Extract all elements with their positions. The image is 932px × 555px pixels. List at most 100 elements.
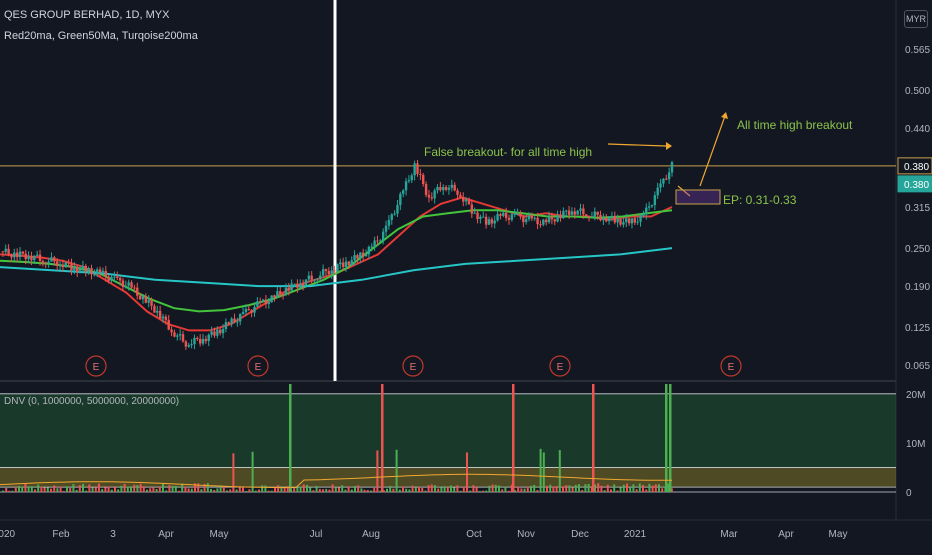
candle-body <box>613 216 617 223</box>
volume-bar <box>280 486 283 492</box>
candle-body <box>144 296 148 303</box>
volume-bar <box>293 487 296 492</box>
candle-body <box>239 313 242 322</box>
volume-bar <box>98 483 100 492</box>
volume-bar <box>232 453 235 492</box>
candle-body <box>158 310 162 319</box>
indicator-legend[interactable]: Red20ma, Green50Ma, Turqoise200ma <box>4 30 198 42</box>
price-tick: 0.565 <box>905 45 930 56</box>
candle-body <box>556 215 559 222</box>
candle-body <box>161 316 165 319</box>
candle-body <box>333 270 336 272</box>
candle-body <box>61 264 65 268</box>
candle-body <box>539 224 542 226</box>
volume-bar <box>328 489 331 492</box>
volume-bar <box>610 489 612 492</box>
dnv-indicator-label[interactable]: DNV (0, 1000000, 5000000, 20000000) <box>4 396 180 407</box>
candle-body <box>476 212 479 219</box>
volume-bar <box>251 451 254 492</box>
candle-body <box>656 187 659 196</box>
volume-bar <box>117 489 120 492</box>
candle-body <box>367 246 371 255</box>
price-tick: 0.065 <box>905 361 930 372</box>
volume-bar <box>398 489 401 492</box>
volume-bar <box>78 485 81 492</box>
candle-body <box>582 208 585 215</box>
volume-spike <box>381 384 384 492</box>
candle-body <box>44 262 47 264</box>
volume-bar <box>309 487 312 492</box>
volume-bar <box>520 488 523 492</box>
volume-tick: 10M <box>906 439 925 450</box>
earnings-marker <box>247 355 269 377</box>
candle-body <box>307 275 311 280</box>
earnings-marker <box>720 355 742 377</box>
volume-bar <box>296 487 299 492</box>
candle-body <box>453 184 456 191</box>
currency-scale-button[interactable]: MYR <box>904 10 928 28</box>
volume-bar <box>238 487 241 492</box>
volume-bar <box>206 483 209 492</box>
candle-body <box>10 254 13 258</box>
volume-bar <box>411 485 414 492</box>
symbol-title[interactable]: QES GROUP BERHAD, 1D, MYX <box>4 9 170 21</box>
candle-body <box>176 335 179 337</box>
earnings-marker <box>85 355 107 377</box>
volume-bar <box>478 490 481 492</box>
candle-body <box>502 212 505 216</box>
ath-arrow <box>699 115 726 187</box>
volume-bar <box>277 485 280 492</box>
candle-body <box>456 190 459 195</box>
volume-bar <box>46 487 49 492</box>
dnv-green-band <box>0 393 896 468</box>
volume-bar <box>11 490 14 492</box>
candle-body <box>287 287 291 291</box>
candle-body <box>204 338 208 342</box>
candle-body <box>436 186 439 191</box>
volume-bar <box>453 487 456 492</box>
candle-body <box>233 318 236 322</box>
candle-body <box>370 246 373 248</box>
candle-body <box>127 282 130 286</box>
candle-body <box>567 210 571 215</box>
candle-body <box>98 269 102 273</box>
volume-bar <box>155 489 158 492</box>
candle-body <box>279 291 282 294</box>
volume-bar <box>571 487 574 492</box>
candle-body <box>213 331 216 336</box>
volume-bar <box>306 484 308 492</box>
volume-bar <box>370 490 372 492</box>
volume-bar <box>203 483 206 492</box>
volume-bar <box>219 485 222 492</box>
candle-body <box>184 341 188 347</box>
candle-body <box>356 255 359 259</box>
volume-bar <box>389 485 392 492</box>
volume-bar <box>30 486 33 492</box>
volume-bar <box>50 488 52 492</box>
candle-body <box>330 270 333 275</box>
volume-bar <box>517 486 520 492</box>
candle-body <box>336 264 339 272</box>
candle-body <box>78 268 82 273</box>
volume-bar <box>107 486 110 492</box>
candle-body <box>347 261 351 266</box>
candle-body <box>413 163 416 176</box>
candle-body <box>459 194 462 198</box>
volume-bar <box>120 485 123 492</box>
earnings-label: E <box>93 362 100 373</box>
candle-body <box>384 225 388 232</box>
candle-body <box>659 183 662 188</box>
volume-bar <box>542 452 545 492</box>
candle-body <box>256 301 259 307</box>
volume-bar <box>334 487 337 492</box>
volume-bar <box>14 486 17 492</box>
volume-bar <box>507 490 510 492</box>
candle-body <box>118 277 122 281</box>
candle-body <box>542 219 545 225</box>
earnings-label: E <box>557 362 564 373</box>
volume-bar <box>18 485 20 492</box>
volume-bar <box>539 448 542 492</box>
volume-bar <box>210 488 212 492</box>
